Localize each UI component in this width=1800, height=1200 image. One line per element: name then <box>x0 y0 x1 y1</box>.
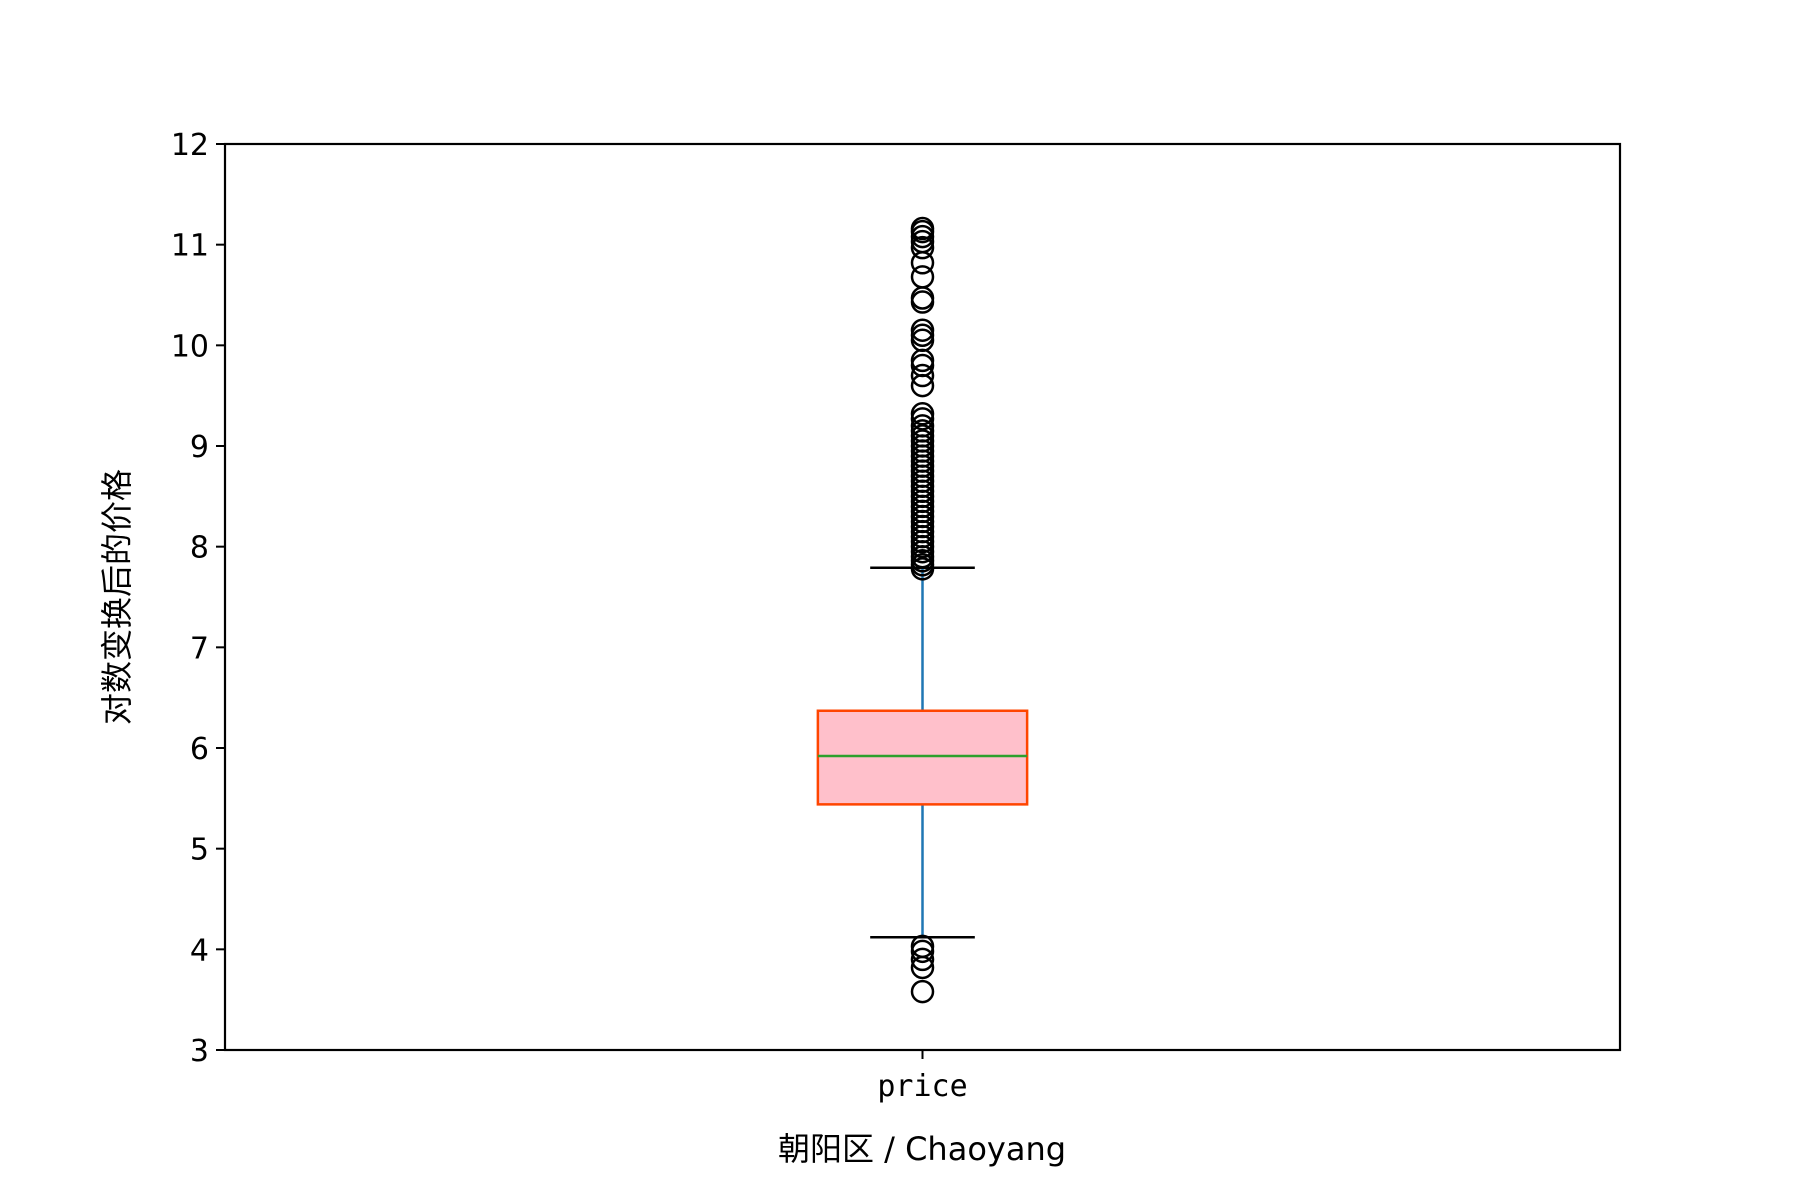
outlier-point <box>910 323 935 348</box>
x-tick-label: price <box>877 1069 967 1104</box>
y-tick-label: 10 <box>171 329 209 364</box>
outlier-point <box>910 216 935 241</box>
outlier-point <box>910 348 935 373</box>
y-tick-label: 11 <box>171 229 209 264</box>
outlier-point <box>910 955 935 980</box>
y-tick-label: 12 <box>171 128 209 163</box>
y-tick-label: 5 <box>190 833 209 868</box>
outlier-point <box>910 979 935 1004</box>
outlier-point <box>910 235 935 260</box>
outlier-point <box>910 265 935 289</box>
y-tick-label: 8 <box>190 531 209 566</box>
outlier-point <box>910 318 935 342</box>
y-tick-label: 3 <box>190 1034 209 1069</box>
outlier-point <box>910 414 935 438</box>
outlier-point <box>910 363 935 388</box>
outlier-point <box>910 947 935 972</box>
outlier-point <box>910 402 935 426</box>
x-axis-label: 朝阳区 / Chaoyang <box>778 1130 1066 1168</box>
iqr-box <box>816 709 1029 806</box>
y-tick-label: 9 <box>190 430 209 465</box>
y-tick-label: 7 <box>190 631 209 666</box>
y-tick-label: 4 <box>190 933 209 968</box>
y-axis-label: 对数变换后的价格 <box>98 469 136 725</box>
y-tick-label: 6 <box>190 732 209 767</box>
outlier-point <box>910 939 935 964</box>
